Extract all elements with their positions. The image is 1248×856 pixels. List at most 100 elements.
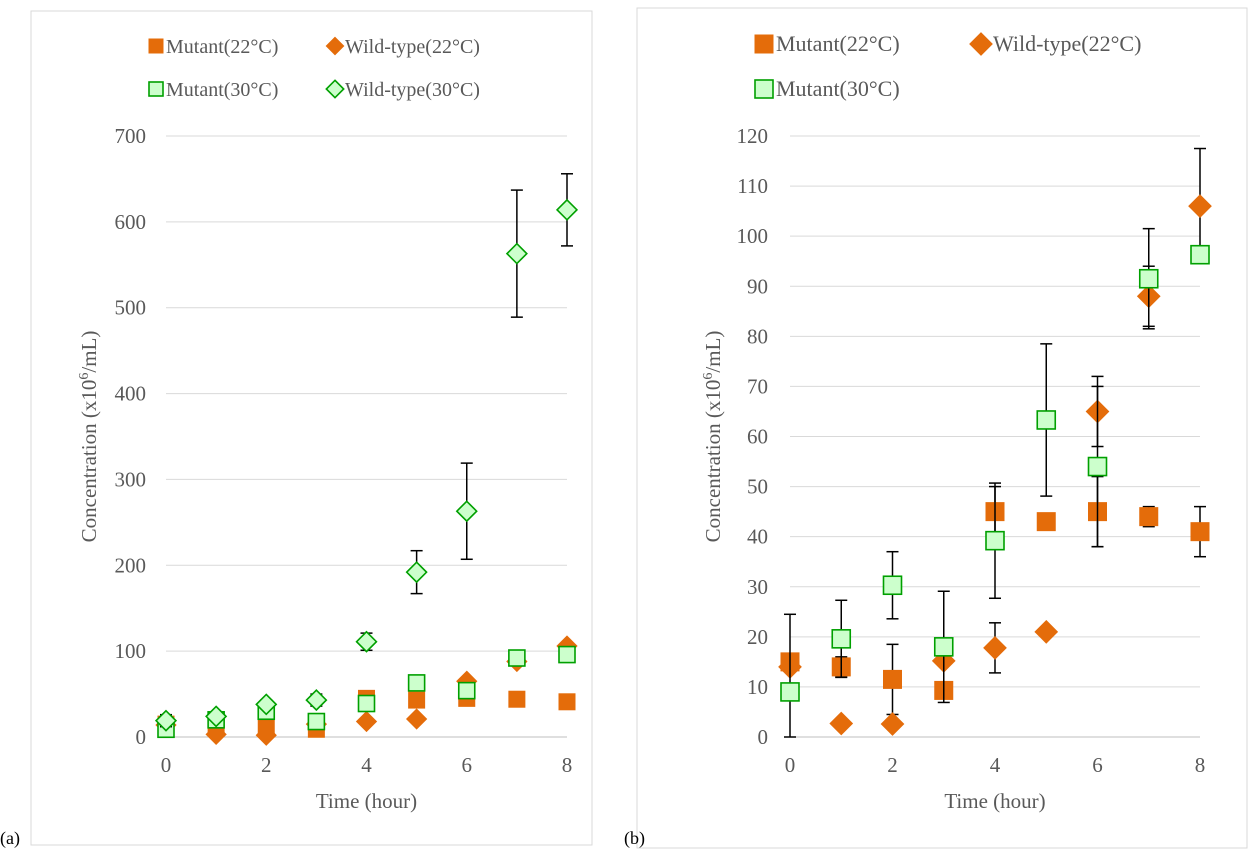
- legend-label: Wild-type(30°C): [345, 79, 480, 101]
- chart-border: [30, 10, 593, 846]
- legend-marker: [148, 81, 164, 97]
- y-tick-label: 500: [115, 296, 147, 320]
- data-point: [829, 711, 854, 736]
- data-point: [882, 575, 903, 596]
- chart-b-svg: 0 10 20 30 40 50 60 70 80 90 100 110 120 0 2 4 6 8 Time (h…: [636, 7, 1248, 849]
- data-point: [508, 649, 526, 667]
- y-axis-title-sup: 6: [701, 373, 716, 380]
- x-axis-title: Time (hour): [944, 789, 1045, 813]
- data-point: [1188, 194, 1212, 218]
- y-tick-label: 100: [737, 224, 769, 248]
- legend-label: Wild-type(22°C): [345, 36, 480, 58]
- data-point: [1087, 456, 1108, 477]
- y-tick-label: 20: [747, 625, 768, 649]
- legend-marker: [325, 36, 345, 56]
- data-point: [355, 710, 378, 733]
- legend-marker: [148, 38, 164, 54]
- legend-item: Mutant(22°C): [754, 31, 900, 56]
- data-point: [357, 694, 376, 713]
- data-point: [1034, 619, 1059, 644]
- y-tick-label: 700: [115, 124, 147, 148]
- x-tick-label: 6: [462, 753, 473, 777]
- y-tick-label: 30: [747, 575, 768, 599]
- y-axis-title: Concentration (x106/mL): [701, 331, 725, 543]
- data-point: [831, 629, 852, 649]
- legend-marker: [754, 79, 774, 99]
- legend-marker: [754, 34, 774, 54]
- x-tick-label: 4: [361, 753, 372, 777]
- data-point: [883, 669, 902, 689]
- y-tick-label: 60: [747, 425, 768, 449]
- data-point: [255, 693, 278, 716]
- y-axis-title-sup: 6: [77, 373, 92, 380]
- data-point: [407, 674, 426, 692]
- y-tick-label: 110: [737, 174, 768, 198]
- data-point: [205, 723, 227, 746]
- series-group: [780, 227, 1210, 738]
- y-tick-label: 400: [115, 382, 147, 406]
- y-tick-label: 0: [758, 725, 769, 749]
- data-point: [880, 712, 905, 736]
- y-tick-label: 50: [747, 475, 768, 499]
- x-tick-label: 0: [785, 753, 796, 777]
- legend-label: Mutant(30°C): [776, 76, 900, 101]
- data-point: [1190, 522, 1210, 542]
- y-tick-label: 0: [136, 725, 147, 749]
- data-point: [455, 500, 478, 523]
- y-tick-label: 40: [747, 525, 768, 549]
- y-tick-label: 200: [115, 553, 147, 577]
- data-point: [355, 630, 378, 653]
- x-axis-title: Time (hour): [316, 789, 417, 813]
- x-tick-label: 8: [1195, 753, 1206, 777]
- data-point: [1139, 507, 1159, 527]
- x-tick-label: 2: [261, 753, 272, 777]
- data-point: [307, 712, 326, 731]
- y-tick-label: 70: [747, 374, 768, 398]
- data-point: [1036, 512, 1056, 532]
- data-point: [1138, 268, 1159, 289]
- data-point: [408, 691, 426, 709]
- y-tick-label: 90: [747, 274, 768, 298]
- data-point: [508, 690, 526, 708]
- x-tick-label: 4: [990, 753, 1001, 777]
- data-point: [780, 682, 800, 702]
- data-point: [1190, 244, 1210, 265]
- legend-item: Wild-type(22°C): [325, 36, 480, 58]
- y-tick-label: 80: [747, 324, 768, 348]
- y-tick-label: 120: [737, 124, 769, 148]
- legend-item: Wild-type(22°C): [969, 31, 1141, 56]
- legend-item: Mutant(22°C): [148, 36, 278, 58]
- data-point: [205, 705, 228, 728]
- y-axis-title-part: /mL): [701, 331, 725, 373]
- data-point: [933, 637, 954, 657]
- data-point: [555, 198, 579, 221]
- y-tick-label: 300: [115, 467, 147, 491]
- series-group: [154, 173, 579, 732]
- y-axis-title-part: Concentration (x10: [77, 380, 101, 543]
- data-point: [983, 635, 1007, 660]
- y-tick-label: 10: [747, 675, 768, 699]
- data-point: [255, 724, 277, 746]
- legend-label: Mutant(22°C): [166, 36, 278, 58]
- data-point: [405, 561, 428, 584]
- data-point: [985, 530, 1005, 551]
- data-point: [558, 693, 576, 711]
- legend-item: Mutant(30°C): [754, 76, 900, 101]
- data-point: [154, 709, 178, 732]
- legend-marker: [969, 32, 993, 56]
- panel-label-b: (b): [624, 828, 645, 848]
- y-axis-title-part: /mL): [77, 331, 101, 373]
- data-point: [558, 645, 576, 664]
- y-axis-title: Concentration (x106/mL): [77, 331, 101, 543]
- legend-marker: [325, 79, 345, 99]
- legend-item: Wild-type(30°C): [325, 79, 480, 101]
- chart-panel-a: 0 100 200 300 400 500 600 700 0 2 4 6 8 Time (hour) Co…: [0, 10, 593, 848]
- legend-label: Mutant(30°C): [166, 79, 278, 101]
- x-tick-label: 6: [1092, 753, 1103, 777]
- chart-panel-b: 0 10 20 30 40 50 60 70 80 90 100 110 120 0 2 4 6 8 Time (h…: [624, 0, 1248, 856]
- legend-label: Wild-type(22°C): [993, 31, 1141, 56]
- data-point: [457, 681, 476, 700]
- panel-label-a: (a): [0, 828, 20, 848]
- legend-item: Mutant(30°C): [148, 79, 278, 101]
- y-tick-label: 100: [115, 639, 147, 663]
